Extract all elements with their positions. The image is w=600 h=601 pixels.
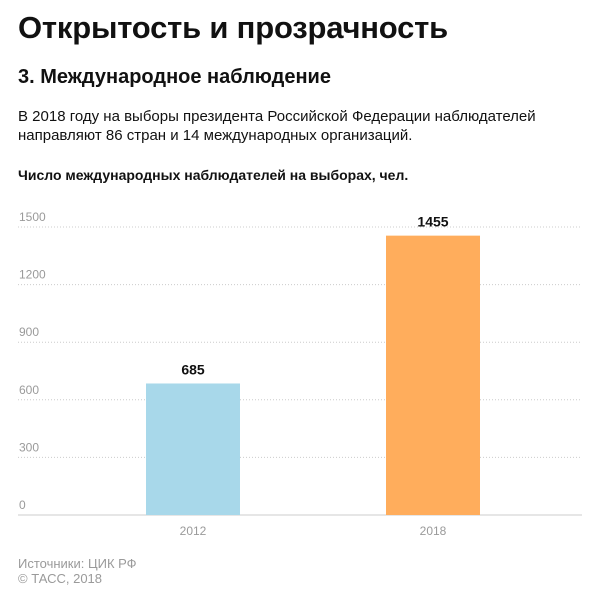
bar-chart: 0 300 600 900 1200 1500 685 2012 1455 2018 xyxy=(18,210,582,538)
y-tick-label: 0 xyxy=(19,498,26,512)
chart-title: Число международных наблюдателей на выбо… xyxy=(18,167,409,183)
page-title: Открытость и прозрачность xyxy=(18,10,449,45)
y-tick-label: 1200 xyxy=(19,268,46,282)
copyright-line: © ТАСС, 2018 xyxy=(18,571,103,586)
y-tick-label: 300 xyxy=(19,440,39,454)
lead-paragraph: В 2018 году на выборы президента Российс… xyxy=(18,108,536,144)
section-subtitle: 3. Международное наблюдение xyxy=(18,66,331,88)
x-tick-label: 2018 xyxy=(420,524,447,538)
sources-block: Источники: ЦИК РФ © ТАСС, 2018 xyxy=(18,556,137,586)
data-label: 685 xyxy=(181,361,205,377)
y-tick-label: 1500 xyxy=(19,210,46,224)
y-tick-label: 900 xyxy=(19,325,39,339)
bar-2018 xyxy=(386,235,480,515)
y-tick-label: 600 xyxy=(19,383,39,397)
x-tick-label: 2012 xyxy=(180,524,207,538)
data-label: 1455 xyxy=(417,214,448,230)
sources-line: Источники: ЦИК РФ xyxy=(18,556,137,571)
bar-2012 xyxy=(146,383,240,515)
